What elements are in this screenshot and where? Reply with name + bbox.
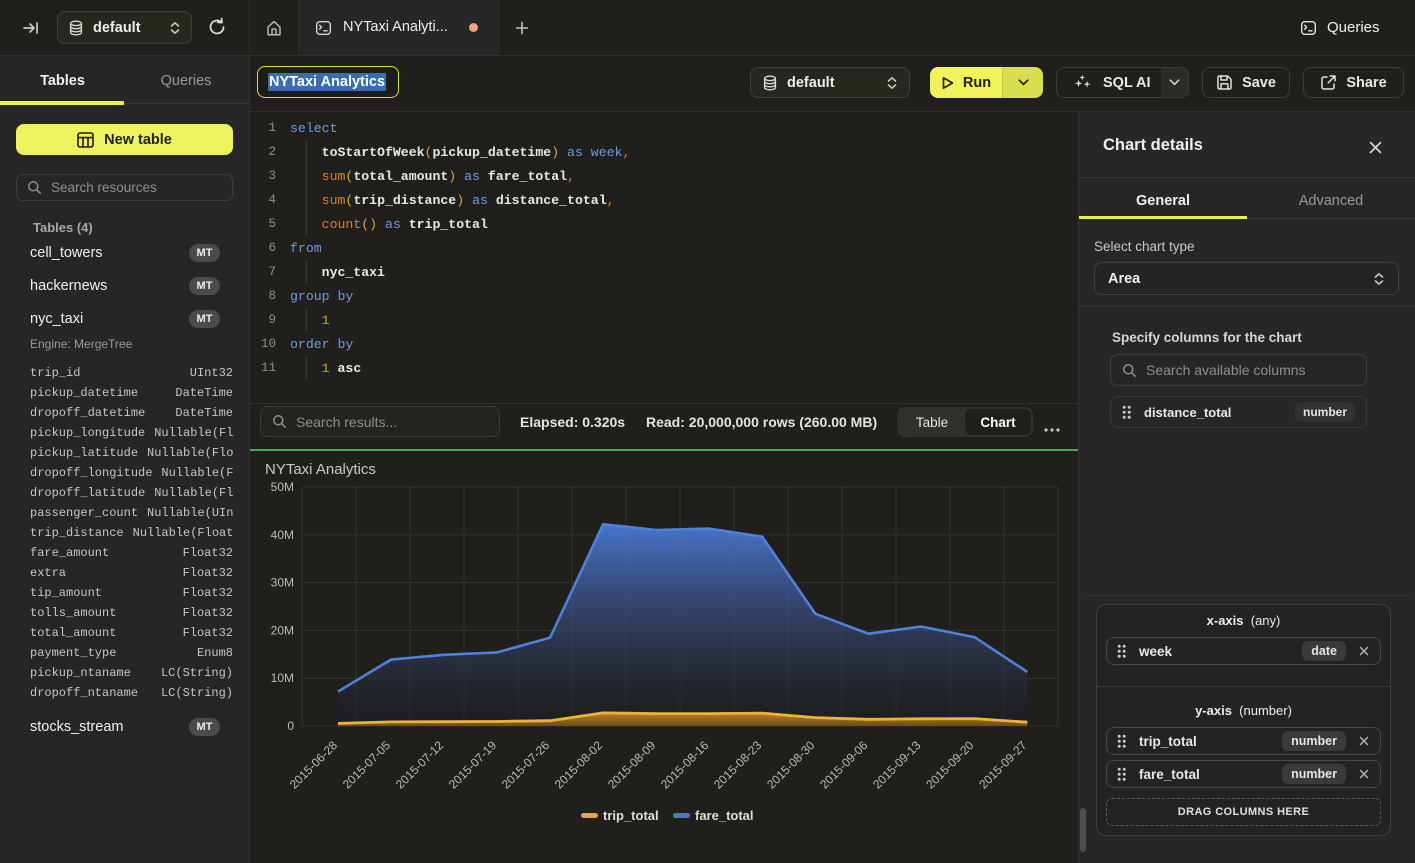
- svg-text:0: 0: [287, 719, 294, 733]
- svg-text:2015-08-09: 2015-08-09: [605, 738, 659, 792]
- svg-text:trip_total: trip_total: [603, 808, 659, 823]
- svg-text:2015-09-06: 2015-09-06: [817, 738, 871, 792]
- svg-text:fare_total: fare_total: [695, 808, 754, 823]
- svg-text:10M: 10M: [271, 671, 294, 685]
- svg-text:30M: 30M: [271, 576, 294, 590]
- svg-text:2015-07-12: 2015-07-12: [393, 738, 447, 792]
- svg-text:2015-06-28: 2015-06-28: [287, 738, 341, 792]
- svg-text:2015-08-30: 2015-08-30: [764, 738, 818, 792]
- svg-text:2015-08-23: 2015-08-23: [711, 738, 765, 792]
- svg-text:50M: 50M: [271, 480, 294, 494]
- svg-text:2015-08-16: 2015-08-16: [658, 738, 712, 792]
- svg-text:2015-07-05: 2015-07-05: [340, 738, 394, 792]
- svg-text:20M: 20M: [271, 623, 294, 637]
- svg-text:2015-09-13: 2015-09-13: [870, 738, 924, 792]
- svg-text:2015-07-19: 2015-07-19: [446, 738, 500, 792]
- svg-text:2015-09-27: 2015-09-27: [976, 738, 1030, 792]
- svg-text:2015-09-20: 2015-09-20: [923, 738, 977, 792]
- svg-text:40M: 40M: [271, 528, 294, 542]
- svg-text:2015-08-02: 2015-08-02: [552, 738, 606, 792]
- svg-text:2015-07-26: 2015-07-26: [499, 738, 553, 792]
